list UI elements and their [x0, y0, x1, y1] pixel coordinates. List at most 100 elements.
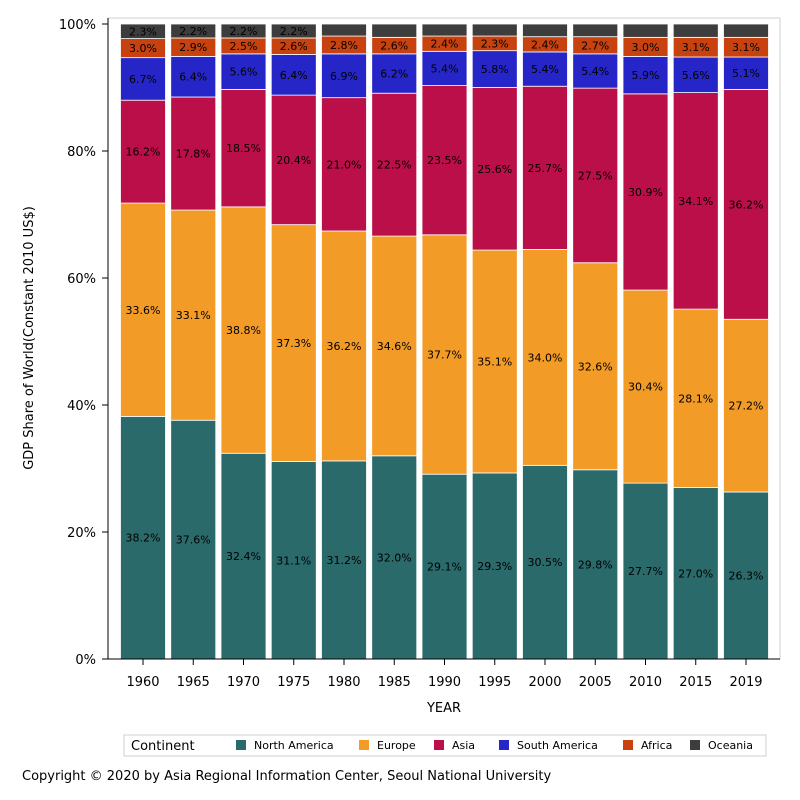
bar-segment-oceania-1970	[220, 23, 267, 39]
bar-segment-north-america-1975	[270, 461, 317, 660]
bar-segment-south-america-1980	[321, 53, 367, 99]
data-label-south-america-2000: 5.4%	[531, 63, 559, 76]
data-label-europe-2010: 30.4%	[628, 381, 663, 394]
y-axis: 0% 20% 40% 60% 80% 100%	[59, 18, 109, 668]
bar-segment-asia-2015	[672, 92, 719, 310]
bar-segment-europe-1960	[120, 202, 166, 417]
data-label-oceania-1965: 2.2%	[179, 25, 207, 38]
bar-segment-oceania-1975	[270, 23, 317, 39]
bar-segment-asia-1975	[270, 94, 317, 226]
bar-segment-oceania-1960	[120, 23, 166, 40]
x-tick-label-2005: 2005	[579, 675, 612, 690]
data-label-south-america-1975: 6.4%	[280, 69, 308, 82]
legend-swatch-asia	[434, 740, 444, 750]
x-tick-label-1970: 1970	[227, 675, 260, 690]
data-label-south-america-1960: 6.7%	[129, 73, 157, 86]
y-tick-label-40: 40%	[67, 399, 96, 414]
bar-segment-south-america-2010	[622, 55, 669, 95]
data-label-africa-1985: 2.6%	[380, 40, 408, 53]
data-label-africa-2015: 3.1%	[682, 41, 710, 54]
x-tick-label-1985: 1985	[378, 675, 411, 690]
data-label-south-america-2010: 5.9%	[632, 69, 660, 82]
y-axis-title: GDP Share of World(Constant 2010 US$)	[22, 206, 37, 470]
bar-segment-europe-1985	[371, 235, 418, 457]
bar-segment-north-america-2010	[622, 482, 669, 660]
legend-label-south-america: South America	[517, 739, 598, 752]
bar-segment-europe-1965	[170, 209, 217, 421]
data-label-oceania-1970: 2.2%	[230, 25, 258, 38]
x-tick-label-1995: 1995	[478, 675, 511, 690]
bar-segment-asia-1995	[471, 87, 518, 251]
x-tick-label-2015: 2015	[679, 675, 712, 690]
data-label-africa-2000: 2.4%	[531, 38, 559, 51]
legend-label-europe: Europe	[377, 739, 416, 752]
data-label-europe-1995: 35.1%	[477, 356, 512, 369]
bar-segment-europe-2010	[622, 289, 669, 484]
data-label-north-america-2010: 27.7%	[628, 565, 663, 578]
bar-segment-north-america-2019	[723, 491, 769, 660]
bar-segment-europe-2019	[723, 318, 769, 493]
data-label-europe-1990: 37.7%	[427, 349, 462, 362]
data-label-asia-1965: 17.8%	[176, 148, 211, 161]
data-label-africa-1980: 2.8%	[330, 39, 358, 52]
bar-segment-europe-1990	[421, 234, 468, 475]
bar-segment-oceania-1985	[371, 23, 418, 38]
legend-frame	[123, 734, 767, 757]
legend-label-asia: Asia	[452, 739, 475, 752]
data-label-north-america-1970: 32.4%	[226, 550, 261, 563]
bar-segment-oceania-1990	[421, 23, 468, 37]
data-label-oceania-1960: 2.3%	[129, 25, 157, 38]
bar-segment-south-america-1975	[270, 54, 317, 96]
bar-segment-north-america-2015	[672, 487, 719, 660]
data-label-africa-1975: 2.6%	[280, 40, 308, 53]
data-label-asia-1975: 20.4%	[276, 154, 311, 167]
data-label-africa-1970: 2.5%	[230, 40, 258, 53]
data-label-europe-2000: 34.0%	[528, 351, 563, 364]
bar-segment-asia-2019	[723, 89, 769, 320]
bar-segment-asia-2005	[572, 87, 619, 264]
data-label-africa-2019: 3.1%	[732, 41, 760, 54]
data-label-asia-1960: 16.2%	[126, 146, 161, 159]
data-label-south-america-2019: 5.1%	[732, 67, 760, 80]
bar-segment-south-america-1960	[120, 57, 166, 101]
y-tick-label-60: 60%	[67, 272, 96, 287]
legend-label-north-america: North America	[254, 739, 334, 752]
bar-segment-oceania-2019	[723, 23, 769, 38]
bar-segment-oceania-2015	[672, 23, 719, 38]
x-tick-label-1975: 1975	[277, 675, 310, 690]
data-label-africa-1990: 2.4%	[431, 38, 459, 51]
bar-segment-south-america-2005	[572, 53, 619, 89]
bar-segment-oceania-2005	[572, 23, 619, 38]
data-label-north-america-2000: 30.5%	[528, 556, 563, 569]
data-label-europe-1960: 33.6%	[126, 304, 161, 317]
bars-layer	[120, 23, 769, 660]
bar-segment-south-america-2019	[723, 56, 769, 90]
data-label-south-america-1965: 6.4%	[179, 71, 207, 84]
data-label-south-america-1985: 6.2%	[380, 68, 408, 81]
bar-segment-asia-1985	[371, 92, 418, 237]
data-label-north-america-1965: 37.6%	[176, 534, 211, 547]
data-label-africa-2005: 2.7%	[581, 39, 609, 52]
data-label-africa-2010: 3.0%	[632, 41, 660, 54]
data-label-asia-1985: 22.5%	[377, 159, 412, 172]
data-labels-layer: 38.2% 33.6% 16.2% 6.7% 3.0% 2.3% 37.6% 33.1% 17.…	[126, 25, 764, 583]
bar-segment-oceania-1980	[321, 23, 367, 37]
bar-segment-asia-2000	[522, 85, 568, 250]
bar-segment-south-america-1965	[170, 55, 217, 98]
data-label-asia-1990: 23.5%	[427, 154, 462, 167]
data-label-asia-1980: 21.0%	[327, 158, 362, 171]
data-label-south-america-1995: 5.8%	[481, 63, 509, 76]
legend-label-africa: Africa	[641, 739, 672, 752]
bar-segment-asia-1990	[421, 85, 468, 236]
data-label-europe-1980: 36.2%	[327, 340, 362, 353]
data-label-asia-2010: 30.9%	[628, 186, 663, 199]
data-label-south-america-1970: 5.6%	[230, 66, 258, 79]
x-tick-label-1960: 1960	[126, 675, 159, 690]
data-label-europe-2015: 28.1%	[678, 392, 713, 405]
legend: Continent North America Europe Asia South A…	[123, 734, 767, 757]
data-label-asia-1970: 18.5%	[226, 142, 261, 155]
data-label-asia-2000: 25.7%	[528, 162, 563, 175]
data-label-europe-2019: 27.2%	[729, 400, 764, 413]
